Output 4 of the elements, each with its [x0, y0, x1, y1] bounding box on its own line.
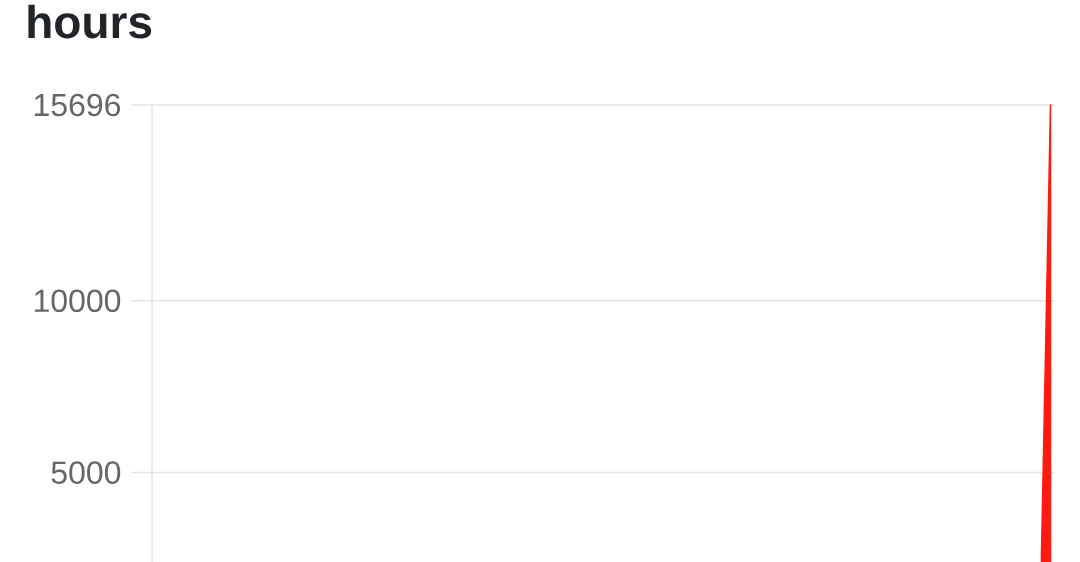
chart-title: hours [28, 4, 152, 39]
y-tick-label: 10000 [34, 289, 121, 313]
y-tick-label: 5000 [51, 461, 121, 484]
y-tick-label: 15696 [34, 93, 121, 117]
